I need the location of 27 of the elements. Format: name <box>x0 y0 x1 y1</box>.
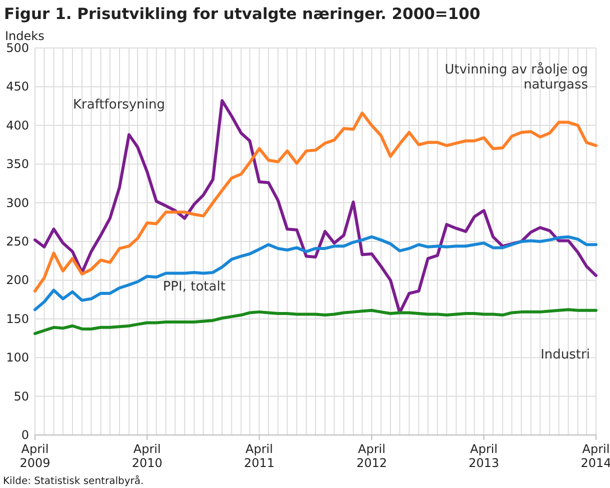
y-tick-label: 400 <box>6 118 29 132</box>
text: Kraftforsyning <box>73 98 165 113</box>
chart-title: Figur 1. Prisutvikling for utvalgte næringer. 2000=100 <box>4 5 480 23</box>
y-tick-label: 250 <box>6 234 29 248</box>
y-tick-label: 100 <box>6 350 29 365</box>
line-series <box>34 99 598 314</box>
y-tick-label: 0 <box>21 428 29 442</box>
x-tick-label: April 2012 <box>356 442 387 470</box>
text: Kilde: Statistisk sentralbyrå. <box>3 475 144 487</box>
x-tick-label: April 2010 <box>132 442 162 470</box>
text: Industri <box>540 347 590 362</box>
y-tick-label: 50 <box>14 389 29 404</box>
y-tick-label: 450 <box>6 80 29 94</box>
x-tick-label: April 2011 <box>244 442 275 470</box>
y-tick-label: 300 <box>6 196 29 210</box>
line-series <box>34 112 598 293</box>
x-tick-label: April 2009 <box>20 442 50 470</box>
y-tick-label: 500 <box>6 41 29 55</box>
y-tick-label: 350 <box>6 157 29 172</box>
series-label: PPI, totalt <box>162 279 226 294</box>
line-series <box>34 235 598 312</box>
text: Utvinning av råolje og naturgass <box>444 62 588 93</box>
y-axis-title: Indeks <box>5 29 44 43</box>
line-series <box>34 308 598 336</box>
x-tick-label: April 2013 <box>468 442 500 470</box>
y-tick-label: 200 <box>6 273 29 288</box>
y-tick-label: 150 <box>6 312 29 326</box>
